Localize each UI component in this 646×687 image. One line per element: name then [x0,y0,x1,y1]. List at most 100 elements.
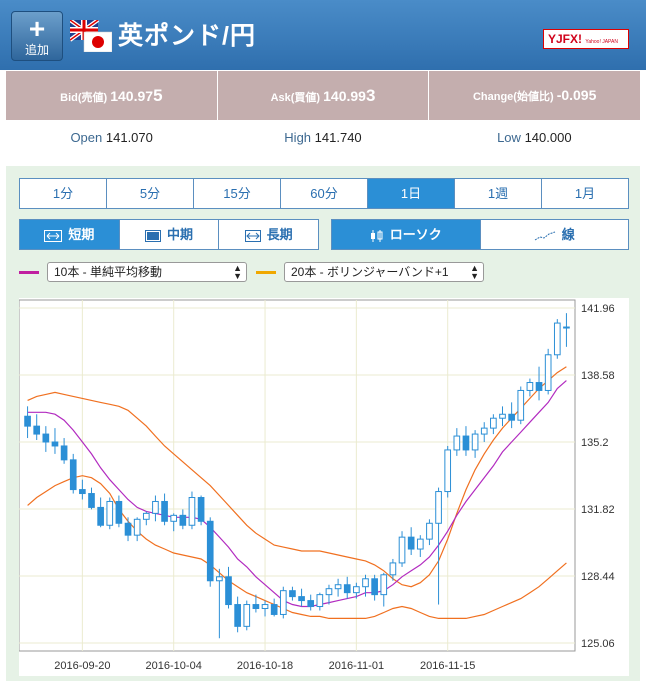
y-tick-label: 141.96 [581,303,615,315]
y-tick-label: 128.44 [581,571,615,583]
candle-body [243,604,251,627]
yjfx-logo[interactable]: YJFX! Yahoo! JAPAN [543,29,629,49]
candle-body [188,497,196,526]
candle-body [490,417,497,429]
candle-body [97,506,104,526]
bid-cell: Bid(売値) 140.975 [6,71,217,120]
line-chart-icon [534,231,555,240]
candle-body [307,600,315,608]
plot-area [19,299,576,652]
candle-body [261,604,269,610]
candle-body [51,441,59,447]
tab-1week[interactable]: 1週 [455,179,542,208]
candle-body [289,590,296,598]
y-tick-label: 131.82 [581,504,615,516]
tab-15min[interactable]: 15分 [194,179,281,208]
candle-body [444,449,452,493]
short-term-label: 短期 [68,227,95,242]
candle-body [298,596,305,602]
y-tick-label: 138.58 [581,370,615,382]
ask-label: Ask(買値) [270,92,321,104]
candle-body [279,590,287,615]
low-label: Low [497,130,521,145]
x-tick-label: 2016-11-01 [329,660,384,672]
bb-select[interactable]: 20本 - ボリンジャーバンド+1 ▲ ▼ [284,262,484,282]
select-arrows-icon: ▲ ▼ [233,263,242,281]
candle-body [426,522,433,540]
tab-1day[interactable]: 1日 [368,179,455,208]
bb-indicator: 20本 - ボリンジャーバンド+1 ▲ ▼ [256,262,484,282]
tab-mid-term[interactable]: 中期 [120,220,220,249]
header-bar: + 追加 英ポンド/円 YJFX! Yahoo! JAPAN [0,0,646,70]
x-tick-label: 2016-11-15 [420,660,475,672]
short-term-icon [44,229,63,242]
candle-body [535,382,543,391]
select-arrows-icon: ▲ ▼ [470,263,479,281]
candlestick-label: ローソク [389,227,442,242]
tab-60min[interactable]: 60分 [281,179,368,208]
candle-body [161,500,168,522]
high-value: 141.740 [314,130,362,145]
candle-body [398,536,406,564]
period-selector: 短期 中期 長期 [19,219,319,250]
bid-value: 140.97 [110,88,154,104]
mid-term-label: 中期 [167,227,194,242]
mid-term-icon [145,229,161,242]
sma-line [27,380,567,608]
candle-body [133,518,141,536]
sma-select[interactable]: 10本 - 単純平均移動 ▲ ▼ [47,262,247,282]
candle-body [416,538,424,550]
candle-body [563,326,570,329]
candle-body [499,413,506,419]
bb-select-value: 20本 - ボリンジャーバンド+1 [291,265,449,279]
open-cell: Open 141.070 [6,121,217,155]
ask-last-digit: 3 [365,86,376,105]
timeframe-selector: 1分 5分 15分 60分 1日 1週 1月 [19,178,629,209]
tab-candlestick[interactable]: ローソク [332,220,481,249]
candle-body [60,445,68,461]
candle-body [334,584,342,590]
open-label: Open [70,130,103,145]
candlestick-icon [370,229,383,242]
logo-text: YJFX! [548,32,583,46]
candle-body [24,415,31,427]
candle-body [216,576,223,582]
uk-jp-flags-icon [70,20,112,52]
candle-body [462,435,470,451]
tab-long-term[interactable]: 長期 [219,220,318,249]
add-button-label: 追加 [24,43,49,57]
candle-body [33,425,41,435]
candle-body [270,604,278,615]
change-value: -0.095 [556,87,597,103]
tab-5min[interactable]: 5分 [107,179,194,208]
sma-select-value: 10本 - 単純平均移動 [54,265,163,279]
change-cell: Change(始値比) -0.095 [429,71,641,120]
tab-1min[interactable]: 1分 [20,179,107,208]
tab-line-chart[interactable]: 線 [481,220,629,249]
candle-body [480,427,488,435]
y-tick-label: 135.2 [581,437,609,449]
candle-body [234,604,241,627]
candle-body [371,578,378,596]
candle-body [42,433,50,443]
candle-body [79,489,86,495]
line-chart-label: 線 [561,227,575,242]
price-chart[interactable]: 141.96 138.58 135.2 131.82 128.44 125.06 2016-… [19,298,629,676]
high-label: High [284,130,312,145]
candle-body [389,562,397,576]
bid-label: Bid(売値) [60,92,108,104]
sma-indicator: 10本 - 単純平均移動 ▲ ▼ [19,262,247,282]
candle-body [553,322,561,356]
logo-sub: Yahoo! JAPAN [585,39,618,45]
tab-short-term[interactable]: 短期 [20,220,120,249]
chart-type-selector: ローソク 線 [331,219,629,250]
add-button[interactable]: + 追加 [11,11,63,61]
x-tick-label: 2016-10-18 [237,660,293,672]
candle-body [407,536,415,550]
candle-body [353,586,360,594]
candle-body [435,491,442,524]
tab-1month[interactable]: 1月 [574,186,596,201]
candle-body [69,459,77,491]
high-cell: High 141.740 [217,121,428,155]
candle-body [142,512,150,520]
